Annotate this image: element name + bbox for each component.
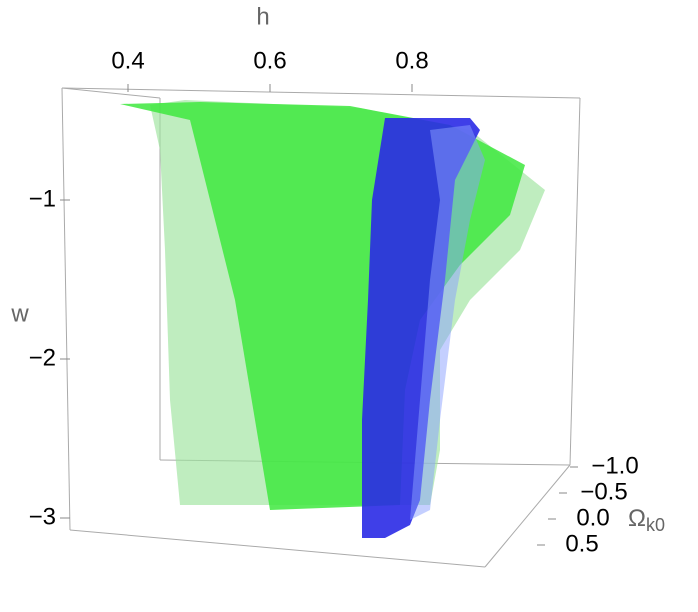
x-axis-label: h (256, 3, 269, 30)
y-tick-label: −2 (29, 344, 56, 371)
y-tick-label: −3 (29, 503, 56, 530)
z-tick-label: 0.0 (576, 504, 609, 531)
x-tick-label: 0.6 (253, 47, 286, 74)
blue-contour-edge (410, 125, 485, 520)
surfaces (120, 100, 545, 538)
x-tick-label: 0.4 (111, 47, 144, 74)
plot-box-front (61, 87, 571, 568)
x-tick-label: 0.8 (395, 47, 428, 74)
y-axis-label: w (10, 300, 29, 327)
z-axis-label-subscript: k0 (646, 515, 665, 535)
z-tick-label: −1.0 (591, 452, 638, 479)
y-tick-label: −1 (29, 185, 56, 212)
z-axis-label-symbol: Ω (628, 505, 646, 532)
z-tick-label: −0.5 (580, 478, 627, 505)
z-tick-label: 0.5 (565, 530, 598, 557)
z-axis-label: Ωk0 (628, 505, 665, 534)
